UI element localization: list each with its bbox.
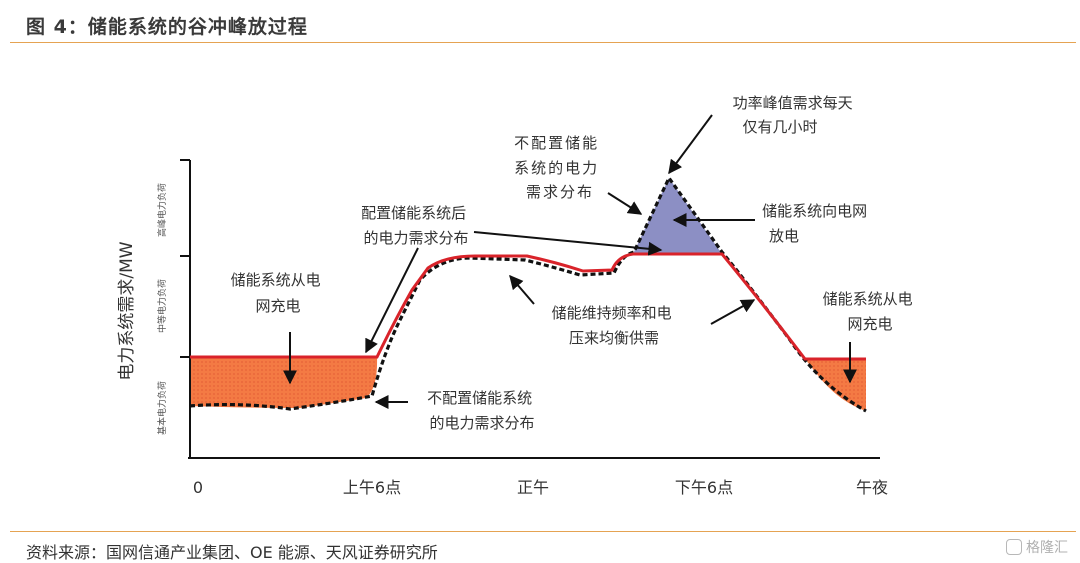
x-tick-2: 正午 xyxy=(517,478,549,497)
charge-area-left xyxy=(190,357,378,408)
arrow-peak xyxy=(668,114,713,175)
note-charge-right: 储能系统从电 网充电 xyxy=(823,290,918,333)
note-peak: 功率峰值需求每天 仅有几小时 xyxy=(733,94,858,136)
x-tick-4: 午夜 xyxy=(856,478,888,497)
band-label-mid: 中等电力负荷 xyxy=(156,279,168,333)
figure-title: 图 4：储能系统的谷冲峰放过程 xyxy=(26,16,308,38)
arrow-frequency-right xyxy=(710,299,756,325)
watermark-logo-icon xyxy=(1006,539,1022,555)
watermark-text: 格隆汇 xyxy=(1026,540,1068,556)
arrow-frequency-left xyxy=(509,274,535,305)
note-with-storage: 配置储能系统后 的电力需求分布 xyxy=(361,204,471,247)
charge-area-right xyxy=(805,359,866,411)
note-charge-left: 储能系统从电 网充电 xyxy=(231,271,326,315)
band-label-base: 基本电力负荷 xyxy=(156,381,168,435)
note-frequency: 储能维持频率和电 压来均衡供需 xyxy=(552,304,677,347)
arrow-without-storage-top xyxy=(607,192,643,215)
discharge-area xyxy=(633,178,722,254)
y-axis-label: 电力系统需求/MW xyxy=(117,241,137,380)
note-without-storage-top: 不配置储能 系统的电力 需求分布 xyxy=(514,134,606,201)
band-label-peak: 高峰电力负荷 xyxy=(156,183,168,237)
bottom-divider xyxy=(10,531,1076,532)
top-divider xyxy=(10,42,1076,43)
source-note: 资料来源：国网信通产业集团、OE 能源、天风证券研究所 xyxy=(26,543,438,562)
note-without-storage-bottom: 不配置储能系统 的电力需求分布 xyxy=(427,389,537,432)
x-tick-3: 下午6点 xyxy=(675,478,733,497)
arrow-with-storage-pointer xyxy=(473,231,663,256)
x-tick-1: 上午6点 xyxy=(343,478,401,497)
watermark: 格隆汇 xyxy=(1006,537,1068,557)
arrow-with-storage xyxy=(365,247,419,354)
demand-with-storage xyxy=(190,252,866,361)
note-discharge: 储能系统向电网 放电 xyxy=(762,202,872,245)
x-tick-0: 0 xyxy=(193,478,203,497)
